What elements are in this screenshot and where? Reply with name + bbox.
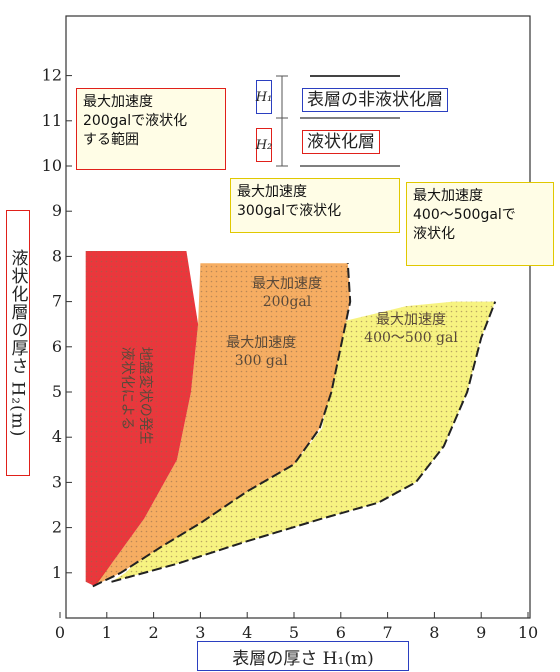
y-tick-label: 5 [52,382,62,401]
y-tick-label: 9 [52,201,62,220]
x-tick-label: 6 [336,623,346,642]
zone-label-200gal: 最大加速度 200gal [252,276,322,310]
callout-400-500gal: 最大加速度 400～500galで 液状化 [406,182,554,266]
regions-layer [85,251,496,587]
boundaries-layer [92,263,497,588]
y-tick-label: 8 [52,246,62,265]
zone-label-300gal: 最大加速度 300 gal [226,335,296,369]
x-tick-label: 8 [429,623,439,642]
region-texture-2 [85,251,199,587]
callout-300gal: 最大加速度 300galで液状化 [230,178,400,233]
x-tick-label: 7 [383,623,393,642]
x-tick-label: 2 [149,623,159,642]
h1-symbol: H₁ [256,80,272,114]
x-tick-label: 4 [242,623,252,642]
y-tick-label: 11 [42,111,62,130]
callout-200gal: 最大加速度 200galで液状化 する範囲 [76,88,226,170]
x-axis-label: 表層の厚さ H₁(m) [197,641,409,671]
y-tick-label: 10 [42,156,62,175]
zone-labels: 最大加速度 200gal 最大加速度 300 gal 最大加速度 400～500 gal 液… [119,276,458,445]
inset-diagram [276,75,400,167]
plot-frame [65,15,531,619]
x-tick-label: 3 [195,623,205,642]
y-tick-label: 4 [52,427,62,446]
y-tick-label: 7 [52,292,62,311]
region-texture-1 [92,263,351,587]
liquefy-layer-label: 液状化層 [302,130,380,154]
surface-layer-label: 表層の非液状化層 [302,88,448,112]
y-tick-label: 1 [52,563,62,582]
x-tick-label: 5 [289,623,299,642]
y-tick-label: 12 [42,66,62,85]
boundary-300gal [92,263,352,588]
boundary-400-500gal [111,301,497,583]
x-tick-label: 9 [476,623,486,642]
y-tick-label: 2 [52,518,62,537]
x-tick-label: 0 [55,623,65,642]
x-tick-label: 1 [102,623,112,642]
y-tick-label: 3 [52,472,62,491]
zone-label-400-500gal: 最大加速度 400～500 gal [364,312,458,346]
h2-symbol: H₂ [256,128,272,162]
y-tick-label: 6 [52,337,62,356]
y-axis-label: 液状化層の厚さ H₂(m) [6,210,30,476]
zone-label-red: 液状化による 地盤変状の発生 [119,347,154,445]
x-tick-label: 10 [518,623,538,642]
x-axis-ticks: 0 1 2 3 4 5 6 7 8 9 10 [55,612,538,642]
